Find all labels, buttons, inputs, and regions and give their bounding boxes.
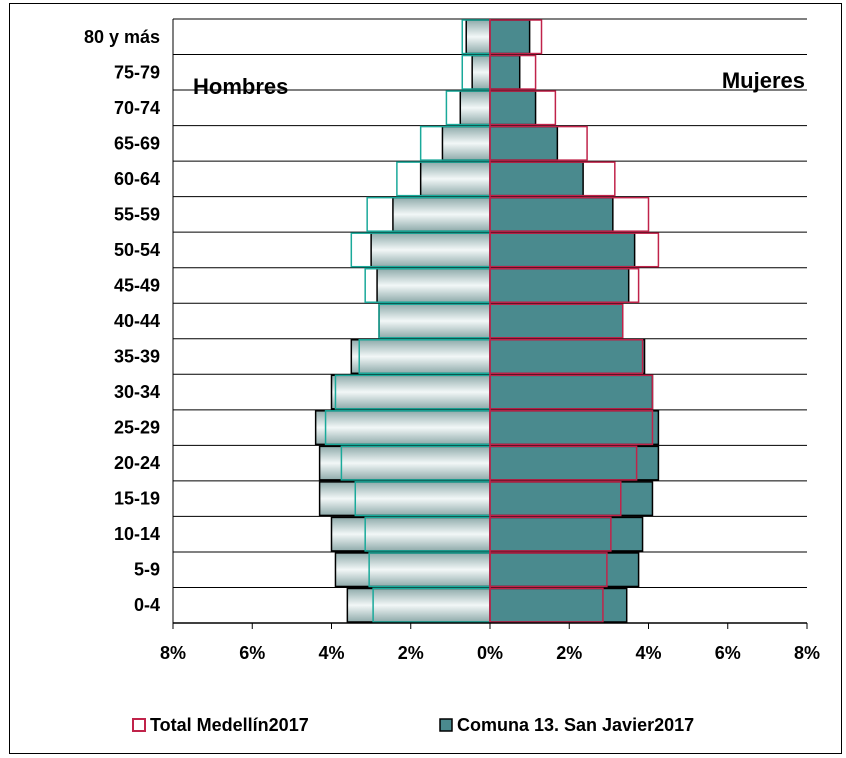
bar-comuna-hombres (459, 90, 491, 126)
bar-comuna-mujeres (489, 303, 624, 339)
legend-total-medellin-swatch (132, 718, 146, 732)
x-tick-label: 4% (635, 643, 661, 663)
y-tick-label: 40-44 (114, 311, 160, 331)
legend-total-medellin-label: Total Medellín2017 (150, 715, 309, 735)
y-tick-label: 25-29 (114, 418, 160, 438)
y-tick-label: 75-79 (114, 62, 160, 82)
legend: Total Medellín2017 Comuna 13. San Javier… (132, 715, 694, 735)
bar-comuna-hombres (471, 54, 491, 90)
y-tick-labels: 0-4 5-9 10-14 15-19 20-24 25-29 30-34 35-39 40-4… (84, 27, 160, 615)
chart-frame: 0-4 5-9 10-14 15-19 20-24 25-29 30-34 35-39 40-4… (9, 3, 842, 754)
mujeres-bars (489, 19, 660, 623)
bar-comuna-mujeres (489, 339, 646, 375)
x-tick-label: 2% (556, 643, 582, 663)
bar-comuna-hombres (330, 516, 491, 552)
y-tick-label: 30-34 (114, 382, 160, 402)
y-tick-label: 20-24 (114, 453, 160, 473)
hombres-bars (314, 19, 491, 623)
x-tick-label: 8% (160, 643, 186, 663)
bar-comuna-mujeres (489, 587, 628, 623)
bar-comuna-mujeres (489, 481, 654, 517)
x-tick-label: 8% (794, 643, 820, 663)
bar-comuna-mujeres (489, 410, 660, 446)
y-tick-label: 60-64 (114, 169, 160, 189)
y-tick-label: 50-54 (114, 240, 160, 260)
bar-comuna-mujeres (489, 552, 640, 588)
x-tick-label: 6% (715, 643, 741, 663)
bar-comuna-hombres (376, 267, 491, 303)
y-tick-label: 45-49 (114, 275, 160, 295)
bar-comuna-mujeres (489, 161, 584, 197)
bar-comuna-mujeres (489, 232, 636, 268)
bar-comuna-hombres (441, 125, 491, 161)
label-hombres: Hombres (193, 74, 288, 99)
population-pyramid-chart: 0-4 5-9 10-14 15-19 20-24 25-29 30-34 35-39 40-4… (84, 18, 820, 735)
y-tick-label: 55-59 (114, 204, 160, 224)
bar-comuna-hombres (318, 445, 491, 481)
bar-comuna-mujeres (489, 54, 521, 90)
bar-comuna-mujeres (489, 516, 644, 552)
bar-comuna-hombres (350, 339, 491, 375)
x-tick-labels: 8% 6% 4% 2% 0% 2% 4% 6% 8% (160, 643, 820, 663)
bar-comuna-hombres (346, 587, 491, 623)
bar-comuna-hombres (392, 196, 491, 232)
bar-comuna-hombres (314, 410, 491, 446)
bar-comuna-mujeres (489, 19, 531, 55)
bar-comuna-hombres (334, 552, 491, 588)
y-tick-label: 70-74 (114, 98, 160, 118)
bar-comuna-hombres (330, 374, 491, 410)
bar-comuna-mujeres (489, 196, 614, 232)
bar-comuna-mujeres (489, 267, 630, 303)
bar-comuna-mujeres (489, 90, 537, 126)
bar-comuna-hombres (419, 161, 491, 197)
bar-comuna-mujeres (489, 374, 654, 410)
bar-comuna-hombres (370, 232, 491, 268)
y-tick-label: 5-9 (134, 560, 160, 580)
y-tick-label: 10-14 (114, 524, 160, 544)
x-tick-label: 0% (477, 643, 503, 663)
bar-comuna-hombres (465, 19, 491, 55)
y-tick-label: 35-39 (114, 347, 160, 367)
x-tick-label: 6% (239, 643, 265, 663)
y-tick-label: 80 y más (84, 27, 160, 47)
label-mujeres: Mujeres (722, 68, 805, 93)
bar-comuna-hombres (318, 481, 491, 517)
bar-comuna-mujeres (489, 445, 660, 481)
axes (172, 19, 808, 629)
y-tick-label: 15-19 (114, 489, 160, 509)
y-tick-label: 65-69 (114, 133, 160, 153)
legend-comuna-swatch (439, 718, 453, 732)
y-tick-label: 0-4 (134, 595, 160, 615)
bar-comuna-mujeres (489, 125, 559, 161)
bar-comuna-hombres (378, 303, 491, 339)
x-tick-label: 4% (318, 643, 344, 663)
x-tick-label: 2% (398, 643, 424, 663)
legend-comuna-label: Comuna 13. San Javier2017 (457, 715, 694, 735)
